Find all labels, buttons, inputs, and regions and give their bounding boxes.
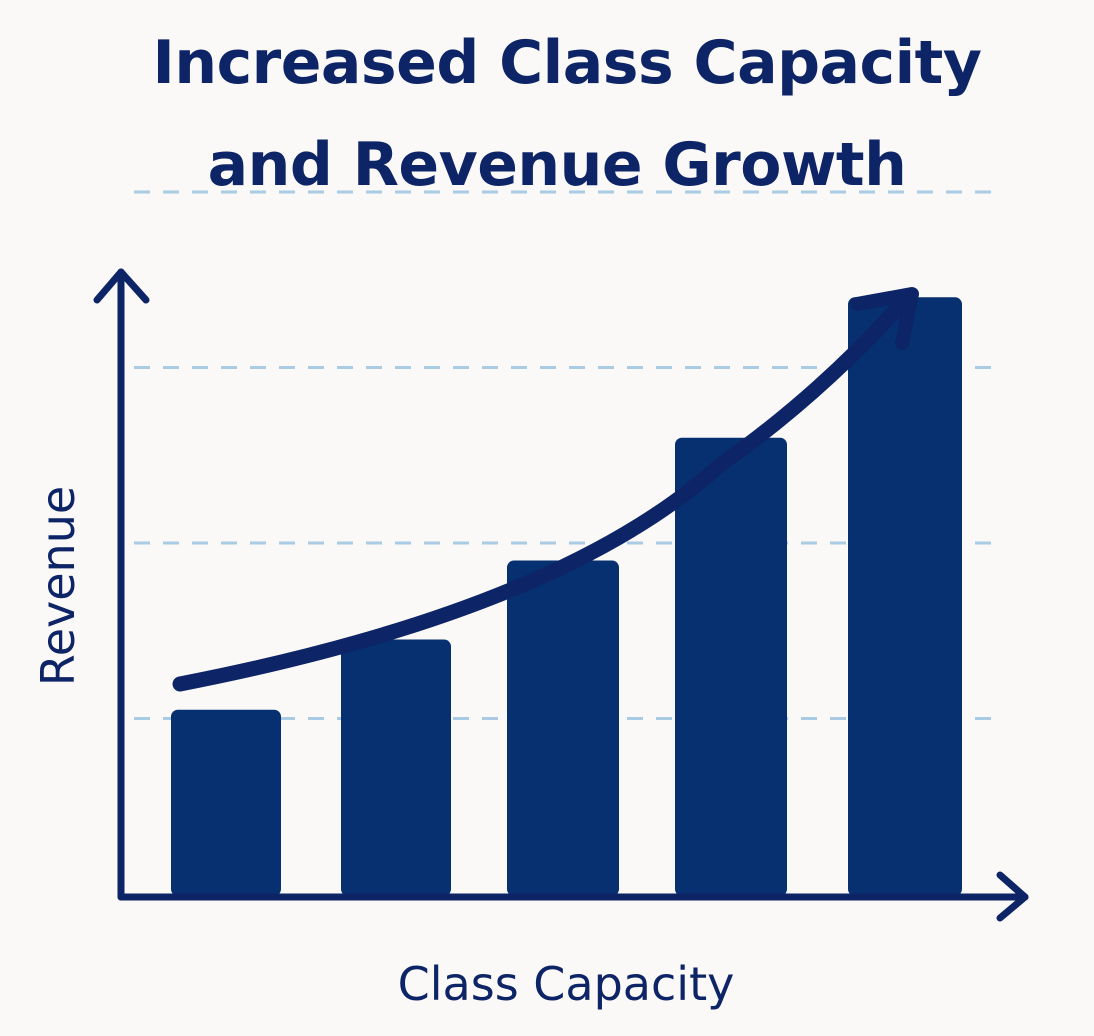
bar	[675, 437, 787, 896]
x-axis-label: Class Capacity	[398, 957, 735, 1011]
trend-arrow-head	[850, 287, 919, 350]
y-axis-arrowhead	[93, 268, 150, 304]
chart-title-line-2: and Revenue Growth	[207, 130, 907, 200]
bar	[341, 639, 451, 896]
bar	[848, 297, 962, 896]
bar	[171, 709, 281, 896]
y-axis-label: Revenue	[31, 486, 85, 686]
bar	[507, 560, 619, 896]
chart-title-line-1: Increased Class Capacity	[152, 28, 982, 98]
axes	[93, 268, 1029, 922]
x-axis-arrowhead	[996, 871, 1029, 922]
trend-arrow	[172, 287, 919, 692]
bars	[171, 297, 962, 896]
trend-arrow-curve	[172, 292, 913, 692]
